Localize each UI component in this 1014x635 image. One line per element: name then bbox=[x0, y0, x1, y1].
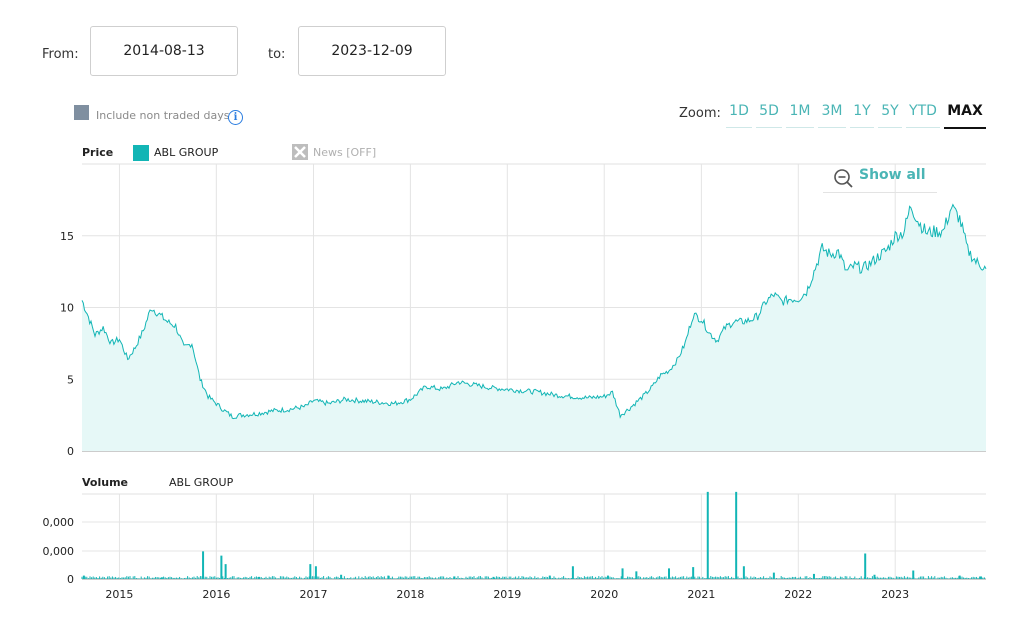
volume-spike[interactable] bbox=[668, 568, 671, 579]
volume-spike[interactable] bbox=[309, 564, 312, 579]
volume-spike[interactable] bbox=[258, 576, 261, 579]
volume-spike[interactable] bbox=[314, 566, 317, 579]
volume-spike[interactable] bbox=[706, 491, 709, 579]
volume-spike[interactable] bbox=[82, 575, 85, 579]
close-icon bbox=[294, 146, 306, 158]
x-tick-2021: 2021 bbox=[687, 588, 715, 601]
price-title: Price bbox=[82, 146, 114, 159]
price-series-line[interactable] bbox=[81, 203, 987, 420]
volume-y-ticks: 0 0,000 0,000 bbox=[43, 516, 75, 586]
zoom-button-1m[interactable]: 1M bbox=[786, 103, 814, 128]
x-tick-2019: 2019 bbox=[493, 588, 521, 601]
x-tick-2020: 2020 bbox=[590, 588, 618, 601]
zoom-button-5d[interactable]: 5D bbox=[756, 103, 782, 128]
non-traded-checkbox[interactable] bbox=[74, 105, 89, 120]
volume-spike[interactable] bbox=[453, 576, 456, 579]
volume-title: Volume bbox=[82, 476, 128, 489]
to-label: to: bbox=[268, 47, 286, 62]
x-tick-2015: 2015 bbox=[105, 588, 133, 601]
legend-label-price[interactable]: ABL GROUP bbox=[154, 146, 219, 159]
zoom-button-max[interactable]: MAX bbox=[944, 103, 986, 129]
x-axis-ticks: 2015 2016 2017 2018 2019 2020 2021 2022 2023 bbox=[105, 588, 909, 601]
volume-spike[interactable] bbox=[548, 575, 551, 579]
x-tick-2017: 2017 bbox=[300, 588, 328, 601]
volume-spike[interactable] bbox=[873, 574, 876, 579]
legend-label-volume[interactable]: ABL GROUP bbox=[169, 476, 234, 489]
volume-spike[interactable] bbox=[912, 570, 915, 580]
volume-spike[interactable] bbox=[220, 555, 223, 579]
price-area-fill bbox=[82, 204, 986, 451]
volume-spike[interactable] bbox=[735, 491, 738, 579]
zoom-button-3m[interactable]: 3M bbox=[818, 103, 846, 128]
from-date-input[interactable]: 2014-08-13 bbox=[90, 26, 238, 76]
zoom-button-1d[interactable]: 1D bbox=[726, 103, 752, 128]
price-y-ticks: 0 5 10 15 bbox=[60, 230, 74, 458]
volume-spike[interactable] bbox=[224, 564, 227, 579]
volume-y-tick-0: 0 bbox=[67, 573, 74, 586]
zoom-button-ytd[interactable]: YTD bbox=[906, 103, 940, 128]
volume-spike[interactable] bbox=[958, 575, 961, 579]
zoom-button-1y[interactable]: 1Y bbox=[850, 103, 874, 128]
volume-spike[interactable] bbox=[772, 572, 775, 579]
show-all-label[interactable]: Show all bbox=[859, 167, 926, 183]
news-toggle-icon[interactable] bbox=[292, 144, 308, 160]
volume-spike[interactable] bbox=[492, 576, 495, 579]
non-traded-label: Include non traded days bbox=[96, 109, 230, 122]
volume-spike[interactable] bbox=[340, 574, 343, 579]
price-y-tick-15: 15 bbox=[60, 230, 74, 243]
volume-spike[interactable] bbox=[387, 575, 390, 579]
x-tick-2023: 2023 bbox=[881, 588, 909, 601]
price-y-tick-5: 5 bbox=[67, 373, 74, 386]
zoom-label: Zoom: bbox=[679, 106, 721, 121]
from-label: From: bbox=[42, 47, 79, 62]
volume-grid bbox=[82, 493, 986, 580]
volume-spike[interactable] bbox=[979, 576, 982, 579]
volume-spike[interactable] bbox=[692, 567, 695, 579]
price-y-tick-0: 0 bbox=[67, 445, 74, 458]
volume-spike[interactable] bbox=[606, 575, 609, 579]
volume-spike[interactable] bbox=[160, 577, 163, 579]
zoom-out-icon bbox=[834, 169, 853, 188]
volume-spike[interactable] bbox=[742, 566, 745, 579]
x-tick-2016: 2016 bbox=[202, 588, 230, 601]
price-area bbox=[81, 203, 987, 451]
info-icon[interactable]: i bbox=[228, 110, 243, 125]
x-tick-2022: 2022 bbox=[784, 588, 812, 601]
volume-bars bbox=[81, 491, 985, 580]
volume-spike[interactable] bbox=[571, 566, 574, 579]
volume-spike[interactable] bbox=[812, 573, 815, 579]
volume-y-tick-1: 0,000 bbox=[43, 545, 75, 558]
volume-spike[interactable] bbox=[202, 551, 205, 579]
volume-spike[interactable] bbox=[635, 571, 638, 579]
zoom-button-5y[interactable]: 5Y bbox=[878, 103, 902, 128]
volume-y-tick-2: 0,000 bbox=[43, 516, 75, 529]
to-date-input[interactable]: 2023-12-09 bbox=[298, 26, 446, 76]
volume-spike[interactable] bbox=[621, 568, 624, 579]
show-all-button[interactable]: Show all bbox=[823, 164, 937, 193]
x-tick-2018: 2018 bbox=[396, 588, 424, 601]
price-y-tick-10: 10 bbox=[60, 302, 74, 315]
volume-spike[interactable] bbox=[864, 553, 867, 580]
legend-swatch-price[interactable] bbox=[133, 145, 149, 161]
news-toggle-label[interactable]: News [OFF] bbox=[313, 146, 377, 159]
